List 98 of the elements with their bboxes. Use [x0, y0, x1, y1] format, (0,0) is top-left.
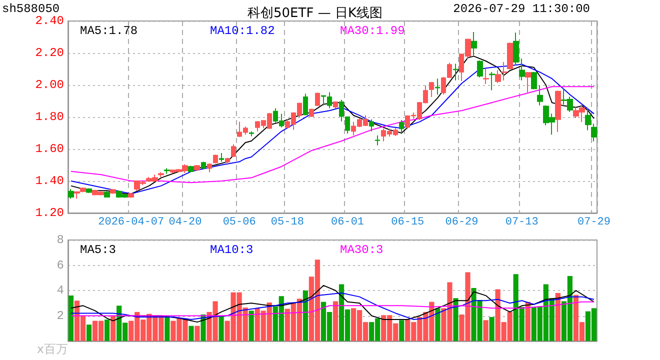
candlestick: [525, 72, 531, 94]
candlestick: [309, 108, 314, 118]
y-tick-label: 2.20: [35, 46, 64, 60]
candlestick: [194, 164, 200, 172]
y-tick-label: 1.60: [35, 142, 64, 156]
bar: [104, 320, 110, 341]
y-tick-label: 4: [56, 284, 64, 298]
candlestick: [231, 144, 236, 158]
candlestick: [213, 154, 218, 164]
bar: [332, 301, 338, 341]
candlestick: [513, 32, 519, 66]
candlestick: [483, 68, 489, 85]
bar: [453, 298, 458, 341]
candlestick: [537, 84, 543, 106]
y-tick-label: 2.00: [35, 78, 64, 92]
candlestick: [164, 168, 170, 174]
candlestick: [471, 32, 477, 56]
candlestick: [303, 93, 308, 116]
line-series: [70, 284, 594, 323]
text: MA10:3: [210, 243, 254, 257]
candlestick: [207, 162, 212, 173]
candlestick: [369, 118, 374, 132]
candlestick: [555, 90, 561, 133]
text: sh588050: [2, 2, 60, 16]
bar: [399, 320, 404, 341]
bar: [110, 316, 116, 341]
line-series: [70, 301, 594, 316]
text: MA30:1.99: [340, 24, 405, 38]
text: 2026-07-29 11:30:00: [453, 2, 590, 16]
candlestick: [68, 188, 74, 200]
bar: [86, 324, 92, 341]
bar: [435, 308, 440, 341]
text: MA30:3: [340, 243, 384, 257]
bar: [489, 317, 494, 341]
candlestick: [225, 157, 230, 166]
x-tick-label: 06-29: [445, 216, 478, 228]
candlestick: [327, 92, 332, 109]
candlestick: [375, 134, 380, 146]
candlestick: [188, 165, 194, 173]
candlestick: [249, 130, 254, 137]
candlestick: [489, 72, 495, 91]
candlestick: [429, 81, 434, 98]
bar: [200, 314, 206, 341]
candlestick: [585, 108, 591, 131]
candlestick: [399, 120, 404, 134]
candlestick: [333, 100, 338, 110]
chart-title: 科创50ETF — 日K线图: [248, 6, 382, 21]
bar: [248, 310, 254, 341]
line-series: [70, 292, 594, 320]
y-tick-label: 2: [56, 308, 64, 323]
candlestick: [477, 60, 483, 78]
candlestick: [158, 172, 164, 178]
candlestick: [201, 161, 206, 170]
y-tick-label: 6: [56, 258, 64, 272]
y-tick-label: 2.40: [35, 14, 64, 28]
y-tick-label: 8: [56, 233, 64, 247]
candlestick: [435, 78, 440, 96]
x-tick-label: 04-20: [168, 216, 202, 228]
x-tick-label: 07-29: [577, 216, 610, 228]
bar: [218, 316, 224, 341]
y-tick-label: 1.40: [35, 174, 64, 188]
bar: [194, 326, 200, 341]
candlestick: [315, 92, 320, 106]
candlestick: [128, 192, 134, 198]
bar: [164, 317, 170, 341]
x-tick-label: 06-01: [331, 216, 364, 228]
candlestick: [345, 116, 350, 134]
candlestick: [519, 58, 525, 81]
text: MA5:1.78: [80, 24, 138, 38]
bar: [68, 296, 74, 341]
y-axis-title: x百万: [36, 342, 68, 356]
bar: [302, 290, 308, 341]
x-tick-label: 07-13: [505, 216, 538, 228]
candlestick: [339, 99, 344, 122]
x-tick-label: 06-15: [391, 216, 424, 228]
candlestick: [110, 188, 116, 194]
candlestick: [501, 61, 507, 81]
candlestick: [591, 123, 597, 142]
bar: [555, 293, 560, 341]
text: MA5:3: [80, 243, 116, 257]
candlestick: [495, 70, 501, 84]
candlestick: [104, 190, 110, 198]
y-tick-label: 1.80: [35, 110, 64, 124]
y-tick-label: 1.20: [35, 206, 64, 220]
x-tick-label: 2026-04-07: [98, 216, 164, 228]
candlestick: [321, 94, 326, 106]
candlestick: [219, 152, 224, 162]
text: MA10:1.82: [210, 24, 275, 38]
bar: [525, 302, 530, 341]
candlestick: [507, 42, 513, 70]
line-series: [70, 86, 594, 184]
bar: [483, 320, 488, 341]
candlestick: [453, 63, 458, 81]
candlestick: [86, 188, 92, 194]
x-tick-label: 05-06: [222, 216, 256, 228]
x-tick-label: 05-18: [270, 216, 304, 228]
bar: [188, 326, 194, 341]
candlestick: [531, 72, 537, 90]
